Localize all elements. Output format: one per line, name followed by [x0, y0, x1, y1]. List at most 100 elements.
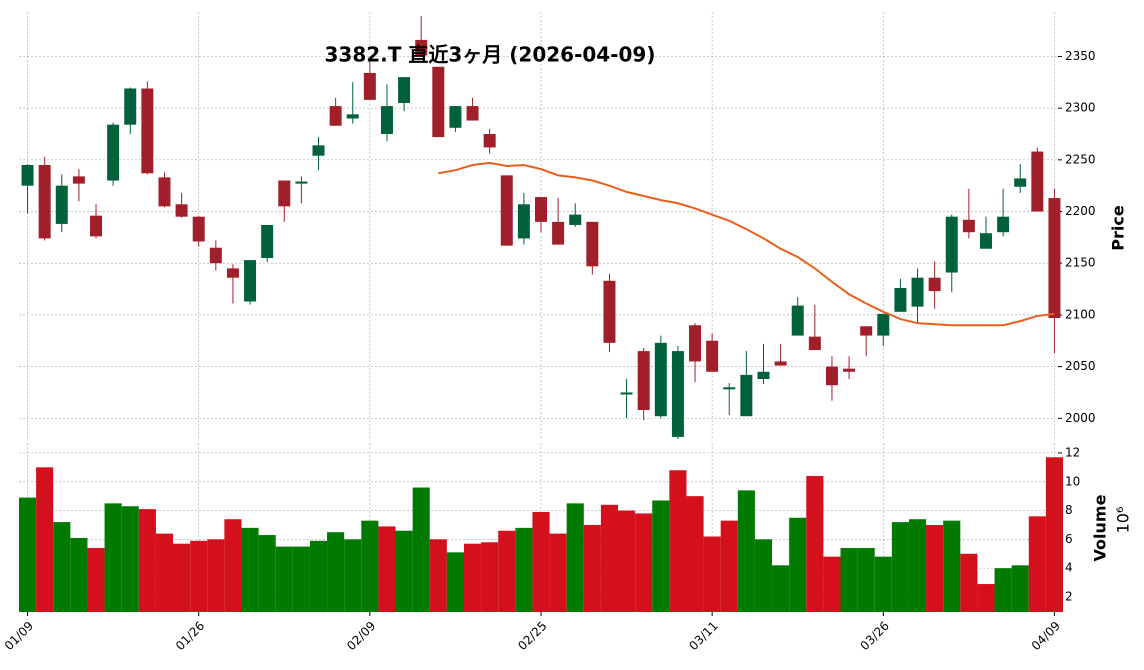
candle-body: [226, 268, 239, 278]
volume-bar: [361, 520, 379, 612]
y-tick-label: 2250: [1065, 152, 1096, 166]
candle-body: [877, 313, 890, 336]
candle-body: [398, 77, 411, 103]
volume-bar: [258, 535, 276, 612]
volume-bar: [207, 539, 225, 612]
candle-body: [500, 175, 513, 246]
candle-body: [945, 216, 958, 273]
volume-bar: [36, 467, 54, 612]
volume-bar: [720, 520, 738, 612]
candle-body: [209, 247, 222, 264]
y-tick-label: 2000: [1065, 411, 1096, 425]
volume-bar: [703, 536, 721, 612]
volume-bar: [70, 537, 88, 612]
candle-body: [175, 204, 188, 217]
volume-bar: [737, 490, 755, 612]
volume-bar: [806, 475, 824, 612]
volume-bar: [960, 553, 978, 612]
volume-bar: [857, 548, 875, 612]
candle-body: [860, 326, 873, 336]
volume-bar: [309, 540, 328, 612]
y-tick-label: 2150: [1065, 256, 1096, 270]
volume-bar: [412, 487, 430, 612]
candle-body: [449, 106, 462, 128]
x-tick-label: 02/25: [515, 619, 549, 653]
volume-bar: [327, 532, 345, 612]
candle-body: [911, 277, 924, 307]
volume-bar: [53, 522, 71, 612]
x-tick-label: 01/26: [173, 619, 207, 653]
candle-body: [654, 342, 667, 417]
volume-bar: [87, 548, 105, 612]
volume-bar: [583, 524, 601, 612]
candle-body: [569, 214, 582, 225]
x-tick-label: 03/11: [686, 619, 720, 653]
candle-body: [603, 280, 616, 343]
candle-body: [107, 124, 120, 181]
candle-body: [466, 106, 479, 121]
volume-bar: [121, 506, 139, 612]
candle-body: [723, 387, 736, 390]
candle-body: [124, 88, 137, 125]
volume-bar: [686, 496, 704, 612]
volume-bar: [840, 548, 858, 612]
volume-bar: [446, 552, 464, 612]
candle-body: [483, 133, 496, 148]
volume-bar: [566, 503, 584, 612]
volume-axis-label: Volume: [1091, 494, 1110, 561]
candle-body: [620, 392, 633, 395]
volume-bar: [155, 533, 174, 612]
candle-body: [329, 106, 342, 126]
candle-body: [979, 233, 992, 249]
y-tick-label: 2050: [1065, 359, 1096, 373]
y-tick-label: 4: [1065, 561, 1073, 575]
volume-bar: [395, 530, 413, 612]
y-tick-label: 2300: [1065, 101, 1096, 115]
candle-body: [192, 216, 205, 242]
volume-bar: [275, 546, 293, 612]
candle-body: [90, 215, 103, 237]
volume-bar: [190, 540, 208, 612]
candle-body: [380, 106, 393, 134]
candle-body: [1048, 198, 1061, 319]
candle-body: [586, 221, 599, 267]
candle-body: [843, 368, 856, 372]
volume-bar: [600, 504, 619, 612]
volume-bar: [292, 546, 310, 612]
volume-bar: [1028, 516, 1046, 612]
candle-body: [689, 325, 702, 362]
candle-body: [312, 145, 325, 156]
candle-body: [671, 351, 684, 437]
volume-bar: [515, 527, 533, 612]
candle-body: [72, 176, 85, 184]
candle-body: [38, 165, 51, 239]
volume-bar: [1011, 565, 1029, 612]
candle-body: [432, 66, 445, 138]
candle-body: [791, 305, 804, 336]
candle-body: [740, 374, 753, 417]
volume-bar: [344, 539, 362, 612]
candle-body: [55, 185, 68, 224]
volume-bar: [549, 533, 567, 612]
candle-body: [261, 224, 274, 259]
candle-body: [1031, 151, 1044, 212]
candle-body: [757, 371, 770, 380]
volume-bar: [977, 584, 995, 612]
volume-bar: [772, 565, 790, 612]
volume-bar: [532, 512, 550, 612]
candle-body: [894, 288, 907, 312]
y-tick-label: 2100: [1065, 307, 1096, 321]
x-tick-label: 03/26: [858, 619, 892, 653]
candle-body: [141, 88, 154, 174]
y-axis-label: Price: [1109, 205, 1128, 251]
candle-body: [415, 39, 428, 56]
y-tick-label: 10: [1065, 474, 1080, 488]
volume-bar: [652, 500, 670, 612]
y-tick-label: 2: [1065, 590, 1073, 604]
y-tick-label: 8: [1065, 503, 1073, 517]
volume-bar: [754, 539, 773, 612]
volume-bar: [635, 513, 653, 612]
candle-body: [808, 336, 821, 351]
candle-body: [346, 114, 359, 119]
volume-bar: [994, 568, 1012, 612]
